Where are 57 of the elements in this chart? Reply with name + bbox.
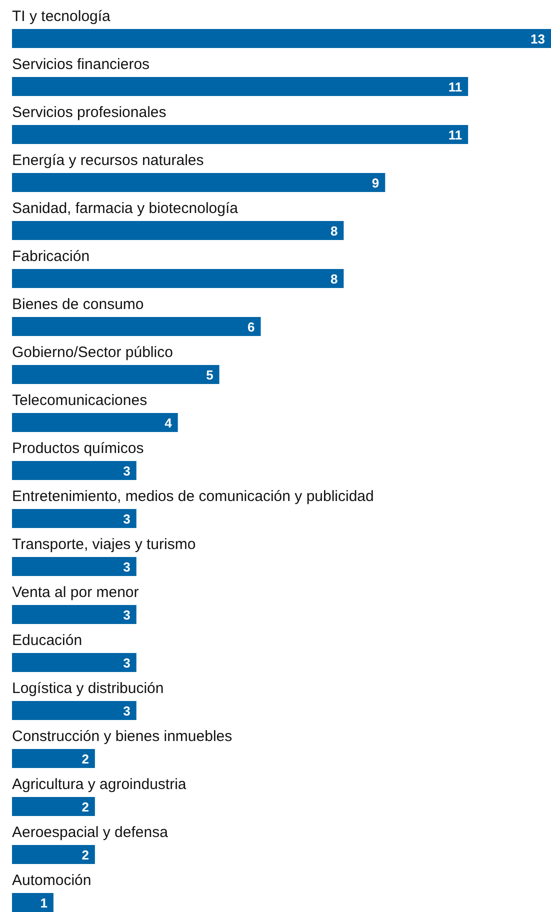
y-tick-label: Telecomunicaciones	[12, 392, 148, 409]
y-tick-label: Venta al por menor	[12, 584, 139, 601]
y-tick-label: Servicios financieros	[12, 56, 150, 73]
y-tick-label: Gobierno/Sector público	[12, 344, 173, 361]
bar	[12, 653, 136, 672]
bar	[12, 317, 261, 336]
bar	[12, 509, 136, 528]
bar	[12, 461, 136, 480]
y-tick-label: Transporte, viajes y turismo	[12, 536, 196, 553]
data-label: 13	[530, 32, 545, 46]
bar	[12, 413, 178, 432]
data-label: 8	[330, 224, 338, 238]
data-label: 3	[123, 464, 130, 478]
y-tick-label: Productos químicos	[12, 440, 144, 457]
y-tick-label: Logística y distribución	[12, 680, 164, 697]
y-tick-label: Aeroespacial y defensa	[12, 824, 169, 841]
data-label: 3	[123, 560, 130, 574]
data-label: 3	[123, 512, 130, 526]
y-tick-label: Construcción y bienes inmuebles	[12, 728, 232, 745]
data-label: 5	[206, 368, 214, 382]
data-label: 9	[372, 176, 380, 190]
bar	[12, 77, 468, 96]
y-tick-label: Agricultura y agroindustria	[12, 776, 187, 793]
data-label: 8	[330, 272, 338, 286]
bar	[12, 701, 136, 720]
bar	[12, 749, 95, 768]
data-label: 11	[448, 80, 462, 94]
y-tick-label: Sanidad, farmacia y biotecnología	[12, 200, 239, 217]
bar	[12, 125, 468, 144]
y-tick-label: Servicios profesionales	[12, 104, 166, 121]
data-label: 2	[82, 848, 89, 862]
y-tick-label: Energía y recursos naturales	[12, 152, 204, 169]
data-label: 6	[248, 320, 255, 334]
bar	[12, 557, 136, 576]
y-tick-label: Educación	[12, 632, 82, 649]
data-label: 3	[123, 704, 130, 718]
bar	[12, 29, 551, 48]
bar	[12, 893, 54, 912]
y-tick-label: Bienes de consumo	[12, 296, 144, 313]
y-tick-label: Automoción	[12, 872, 92, 889]
bar	[12, 365, 220, 384]
data-label: 3	[123, 608, 130, 622]
bar	[12, 221, 344, 240]
y-tick-label: Fabricación	[12, 248, 90, 265]
data-label: 2	[82, 752, 89, 766]
data-label: 1	[40, 896, 48, 910]
data-label: 4	[164, 416, 173, 430]
bar	[12, 269, 344, 288]
data-label: 3	[123, 656, 130, 670]
bar	[12, 605, 136, 624]
y-tick-label: Entretenimiento, medios de comunicación y publicidad	[12, 488, 374, 505]
bar	[12, 845, 95, 864]
bar	[12, 173, 386, 192]
data-label: 11	[448, 128, 462, 142]
y-tick-label: TI y tecnología	[12, 8, 112, 25]
data-label: 2	[82, 800, 89, 814]
bar	[12, 797, 95, 816]
